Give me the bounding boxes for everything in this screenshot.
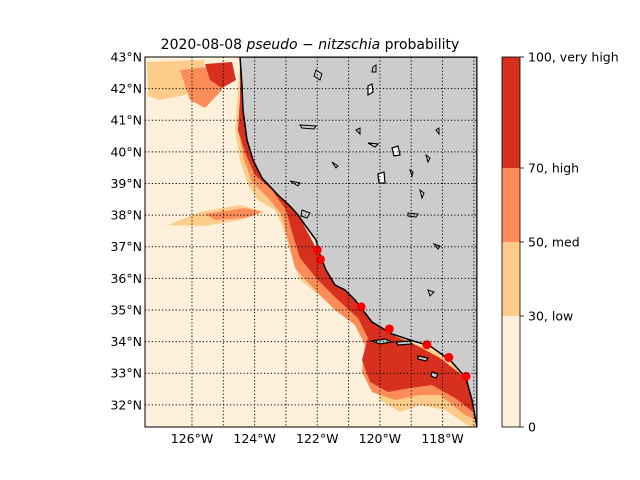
lake xyxy=(419,188,425,200)
island xyxy=(369,338,395,345)
lon-tick-label: 126°W xyxy=(171,431,213,446)
lake xyxy=(331,161,339,169)
lat-tick-label: 41°N xyxy=(110,113,142,128)
island xyxy=(417,355,429,362)
title-species: pseudo − nitzschia xyxy=(245,37,380,53)
lake xyxy=(313,69,323,81)
station-marker xyxy=(384,324,394,334)
lat-tick-label: 43°N xyxy=(110,50,142,65)
lake xyxy=(367,142,380,148)
station-marker xyxy=(461,371,471,381)
colorbar-label: 70, high xyxy=(528,161,579,176)
lat-tick-label: 32°N xyxy=(110,397,142,412)
station-marker xyxy=(444,352,454,362)
map-title: 2020-08-08 pseudo − nitzschia probabilit… xyxy=(161,37,460,53)
map-area xyxy=(145,57,477,427)
colorbar-segment xyxy=(502,57,520,168)
latitude-labels: 32°N 33°N 34°N 35°N 36°N 37°N 38°N 39°N 40°N 41°N… xyxy=(110,50,142,413)
lat-tick-label: 36°N xyxy=(110,271,142,286)
lake xyxy=(367,83,374,97)
station-markers xyxy=(312,245,471,381)
lake xyxy=(432,242,441,250)
graticule xyxy=(145,57,477,427)
lake xyxy=(427,289,435,297)
prob-band-70-100 xyxy=(195,60,477,415)
prob-band-70-100-patch xyxy=(205,62,236,88)
station-marker xyxy=(356,302,366,312)
lat-tick-label: 37°N xyxy=(110,239,142,254)
lat-tick-label: 35°N xyxy=(110,302,142,317)
colorbar: 0 30, low 50, med 70, high 100, very high xyxy=(501,50,619,435)
longitude-labels: 126°W 124°W 122°W 120°W 118°W xyxy=(171,431,464,446)
lon-tick-label: 118°W xyxy=(421,431,463,446)
map-frame xyxy=(144,56,478,428)
lake xyxy=(300,209,311,219)
lake xyxy=(355,127,361,136)
lake xyxy=(407,212,419,218)
station-marker xyxy=(315,254,325,264)
lat-tick-label: 33°N xyxy=(110,366,142,381)
lon-tick-label: 124°W xyxy=(233,431,275,446)
station-marker xyxy=(312,245,322,255)
lake xyxy=(371,64,377,73)
colorbar-label: 100, very high xyxy=(528,50,619,65)
colorbar-label: 0 xyxy=(528,420,536,435)
lake xyxy=(377,171,386,184)
colorbar-segment xyxy=(502,242,520,316)
lake xyxy=(425,153,431,164)
colorbar-segment xyxy=(502,316,520,427)
island xyxy=(430,371,439,379)
colorbar-label: 30, low xyxy=(528,309,573,324)
station-marker xyxy=(422,340,432,350)
lat-tick-label: 40°N xyxy=(110,144,142,159)
lat-tick-label: 42°N xyxy=(110,81,142,96)
lat-tick-label: 39°N xyxy=(110,176,142,191)
title-suffix: probability xyxy=(385,37,460,53)
lat-tick-label: 38°N xyxy=(110,208,142,223)
colorbar-label: 50, med xyxy=(528,235,580,250)
lake xyxy=(299,124,317,130)
lon-tick-label: 120°W xyxy=(359,431,401,446)
prob-band-50-70-filament xyxy=(205,208,262,220)
title-date: 2020-08-08 xyxy=(161,37,242,53)
lake xyxy=(391,145,401,157)
lake xyxy=(435,127,440,136)
colorbar-segment xyxy=(502,168,520,242)
lat-tick-label: 34°N xyxy=(110,334,142,349)
lon-tick-label: 122°W xyxy=(296,431,338,446)
